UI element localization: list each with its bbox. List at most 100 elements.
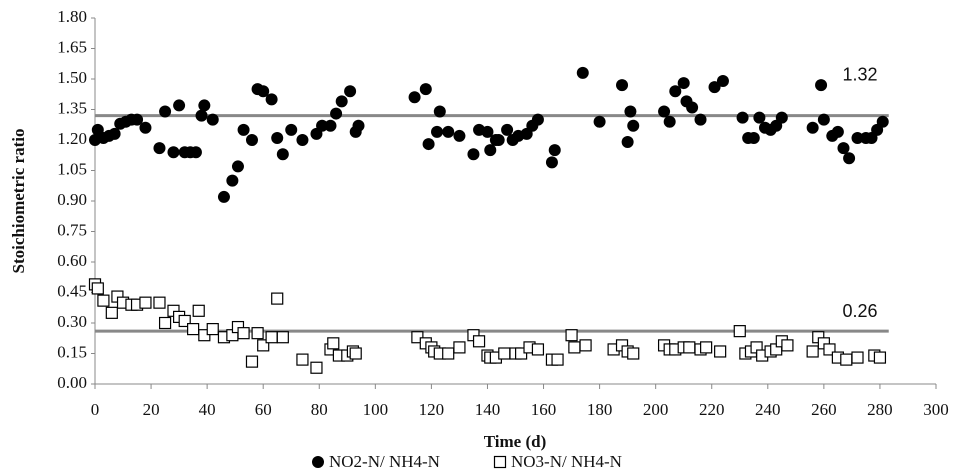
point bbox=[411, 331, 424, 344]
point bbox=[271, 131, 284, 144]
x-tick-label: 180 bbox=[587, 400, 613, 419]
point bbox=[831, 125, 844, 138]
point bbox=[419, 83, 432, 96]
point bbox=[217, 190, 230, 203]
point bbox=[453, 129, 466, 142]
point bbox=[817, 113, 830, 126]
point bbox=[806, 121, 819, 134]
legend-label: NO2-N/ NH4-N bbox=[329, 452, 440, 471]
legend-label: NO3-N/ NH4-N bbox=[511, 452, 622, 471]
point bbox=[492, 134, 505, 146]
point bbox=[257, 85, 270, 98]
point bbox=[310, 361, 323, 374]
point bbox=[579, 339, 592, 352]
point bbox=[683, 341, 696, 354]
point bbox=[276, 331, 289, 344]
point bbox=[484, 144, 497, 157]
point bbox=[576, 66, 589, 79]
reference-label: 0.26 bbox=[842, 301, 877, 321]
y-tick-label: 0.30 bbox=[57, 312, 87, 331]
point bbox=[498, 347, 511, 360]
point bbox=[472, 335, 486, 348]
point bbox=[198, 329, 211, 342]
point bbox=[694, 113, 707, 126]
y-tick-label: 1.50 bbox=[57, 68, 87, 87]
point bbox=[753, 111, 766, 124]
y-tick-label: 1.20 bbox=[57, 129, 87, 148]
point bbox=[251, 327, 264, 340]
point bbox=[316, 119, 329, 132]
x-tick-label: 60 bbox=[255, 400, 272, 419]
point bbox=[245, 134, 258, 146]
y-tick-label: 0.75 bbox=[57, 220, 87, 239]
x-tick-label: 280 bbox=[867, 400, 893, 419]
reference-label: 1.32 bbox=[842, 64, 877, 84]
point bbox=[548, 144, 561, 157]
point bbox=[686, 101, 699, 114]
point bbox=[178, 314, 191, 328]
x-tick-label: 20 bbox=[143, 400, 160, 419]
point bbox=[531, 343, 545, 356]
point bbox=[206, 323, 219, 336]
point bbox=[775, 111, 788, 124]
point bbox=[837, 142, 850, 155]
y-tick-label: 1.65 bbox=[57, 37, 87, 56]
point bbox=[442, 125, 455, 138]
point bbox=[173, 99, 186, 112]
point bbox=[627, 119, 640, 132]
point bbox=[851, 351, 864, 364]
point bbox=[501, 123, 514, 136]
point bbox=[616, 79, 629, 92]
point bbox=[167, 146, 180, 159]
point bbox=[843, 152, 856, 165]
point bbox=[231, 160, 244, 173]
point bbox=[91, 282, 104, 295]
point bbox=[700, 341, 713, 354]
point bbox=[531, 113, 544, 126]
point bbox=[206, 113, 219, 126]
point bbox=[237, 327, 250, 340]
point bbox=[237, 123, 250, 136]
point bbox=[467, 148, 480, 161]
point bbox=[714, 345, 727, 358]
point bbox=[257, 339, 270, 352]
x-tick-label: 260 bbox=[811, 400, 837, 419]
point bbox=[593, 115, 606, 128]
point bbox=[158, 316, 172, 330]
point bbox=[716, 75, 729, 88]
point bbox=[285, 123, 298, 136]
point bbox=[296, 134, 309, 146]
point bbox=[481, 125, 494, 138]
point bbox=[442, 347, 455, 360]
legend-marker bbox=[312, 456, 324, 468]
point bbox=[296, 353, 309, 366]
point bbox=[433, 105, 446, 118]
point bbox=[198, 99, 211, 112]
y-tick-label: 0.15 bbox=[57, 342, 87, 361]
point bbox=[97, 294, 110, 307]
point bbox=[189, 146, 202, 159]
point bbox=[840, 353, 853, 366]
x-tick-label: 240 bbox=[755, 400, 781, 419]
x-tick-label: 100 bbox=[363, 400, 389, 419]
x-tick-label: 160 bbox=[531, 400, 557, 419]
x-tick-label: 220 bbox=[699, 400, 725, 419]
point bbox=[747, 131, 760, 144]
point bbox=[806, 345, 819, 358]
point bbox=[271, 292, 284, 305]
point bbox=[515, 347, 528, 360]
point bbox=[265, 93, 278, 106]
y-tick-label: 1.05 bbox=[57, 159, 87, 178]
point bbox=[159, 105, 172, 118]
x-tick-label: 40 bbox=[199, 400, 216, 419]
point bbox=[568, 341, 581, 354]
point bbox=[663, 115, 676, 128]
point bbox=[245, 355, 259, 368]
point bbox=[352, 119, 365, 132]
point bbox=[105, 306, 118, 319]
point bbox=[265, 331, 278, 344]
point bbox=[736, 111, 749, 124]
point bbox=[422, 138, 435, 151]
x-tick-label: 140 bbox=[475, 400, 501, 419]
